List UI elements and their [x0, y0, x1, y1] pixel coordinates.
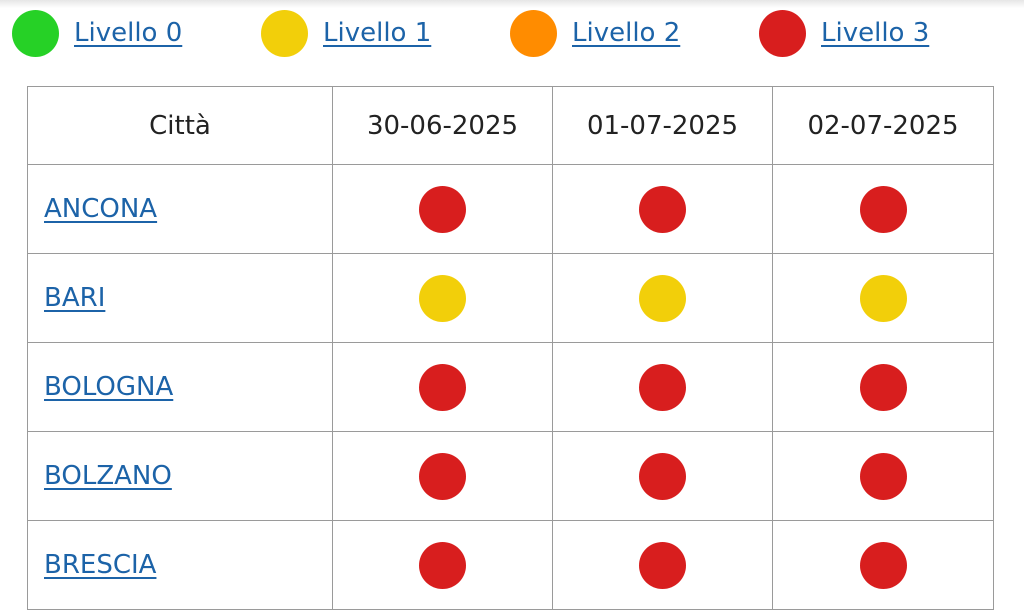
level-cell	[332, 164, 553, 254]
legend-item-level-2[interactable]: Livello 2	[510, 9, 680, 57]
level-cell	[332, 520, 553, 610]
level-cell	[772, 253, 994, 343]
city-cell: ANCONA	[27, 164, 333, 254]
column-header-date: 01-07-2025	[552, 86, 773, 165]
legend-item-level-0[interactable]: Livello 0	[12, 9, 182, 57]
level-cell	[552, 431, 773, 521]
level-circle-icon	[639, 452, 686, 500]
level-circle-icon	[859, 452, 907, 500]
level-circle-icon	[639, 274, 686, 322]
legend-link-level-3[interactable]: Livello 3	[821, 18, 930, 48]
level-circle-icon	[419, 363, 466, 411]
level-cell	[332, 431, 553, 521]
level-cell	[772, 342, 994, 432]
heat-levels-table: Città 30-06-2025 01-07-2025 02-07-2025 A…	[27, 86, 994, 610]
level-circle-icon	[859, 274, 907, 322]
red-circle-icon	[759, 9, 806, 57]
legend-item-level-3[interactable]: Livello 3	[759, 9, 929, 57]
level-cell	[772, 431, 994, 521]
level-circle-icon	[859, 185, 907, 233]
column-header-date: 02-07-2025	[772, 86, 994, 165]
level-circle-icon	[419, 452, 466, 500]
level-circle-icon	[419, 541, 466, 589]
level-circle-icon	[639, 185, 686, 233]
orange-circle-icon	[510, 9, 557, 57]
legend-link-level-1[interactable]: Livello 1	[323, 18, 432, 48]
city-cell: BOLOGNA	[27, 342, 333, 432]
top-shadow	[0, 0, 1024, 8]
city-link-bolzano[interactable]: BOLZANO	[44, 461, 172, 491]
table-row: ANCONA	[27, 164, 994, 254]
city-cell: BRESCIA	[27, 520, 333, 610]
table-row: BOLZANO	[27, 431, 994, 521]
level-cell	[552, 520, 773, 610]
yellow-circle-icon	[261, 9, 308, 57]
column-header-city: Città	[27, 86, 333, 165]
city-link-bari[interactable]: BARI	[44, 283, 106, 313]
legend-item-level-1[interactable]: Livello 1	[261, 9, 431, 57]
level-cell	[772, 164, 994, 254]
level-cell	[552, 253, 773, 343]
level-cell	[332, 342, 553, 432]
table-row: BARI	[27, 253, 994, 343]
level-circle-icon	[419, 185, 466, 233]
level-circle-icon	[859, 541, 907, 589]
level-cell	[552, 342, 773, 432]
city-cell: BARI	[27, 253, 333, 343]
green-circle-icon	[12, 9, 59, 57]
legend-link-level-2[interactable]: Livello 2	[572, 18, 681, 48]
level-circle-icon	[419, 274, 466, 322]
table-row: BRESCIA	[27, 520, 994, 610]
table-row: BOLOGNA	[27, 342, 994, 432]
table-header-row: Città 30-06-2025 01-07-2025 02-07-2025	[27, 86, 994, 165]
city-link-ancona[interactable]: ANCONA	[44, 194, 158, 224]
level-circle-icon	[639, 541, 686, 589]
level-circle-icon	[859, 363, 907, 411]
city-link-brescia[interactable]: BRESCIA	[44, 550, 157, 580]
level-circle-icon	[639, 363, 686, 411]
city-cell: BOLZANO	[27, 431, 333, 521]
city-link-bologna[interactable]: BOLOGNA	[44, 372, 174, 402]
level-legend: Livello 0 Livello 1 Livello 2 Livello 3	[0, 9, 1024, 59]
legend-link-level-0[interactable]: Livello 0	[74, 18, 183, 48]
level-cell	[332, 253, 553, 343]
level-cell	[552, 164, 773, 254]
column-header-date: 30-06-2025	[332, 86, 553, 165]
level-cell	[772, 520, 994, 610]
